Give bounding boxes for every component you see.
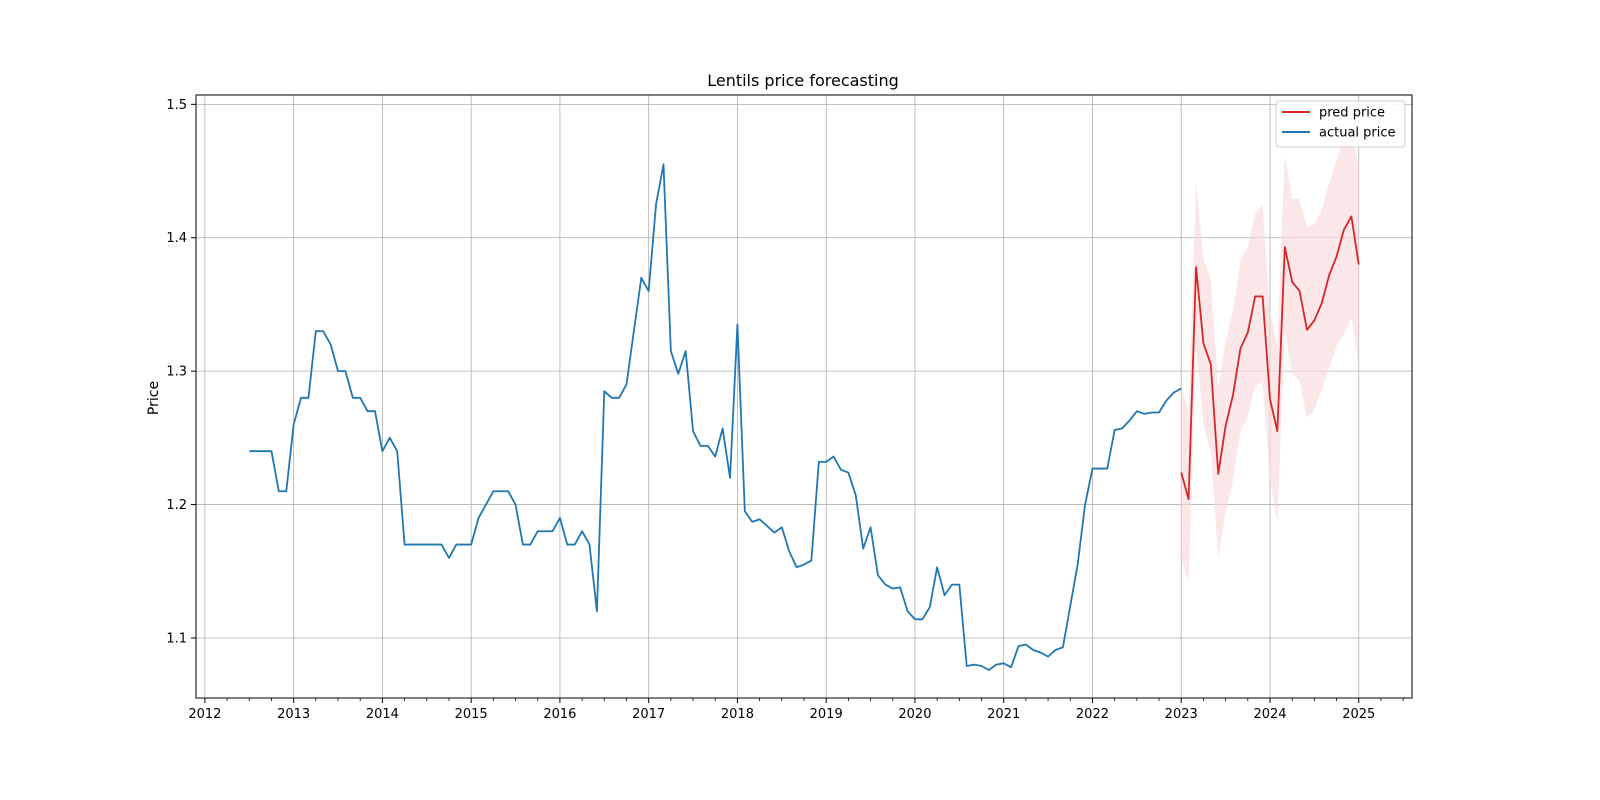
series-lines [249,163,1360,671]
chart-title: Lentils price forecasting [707,71,899,90]
y-axis-title: Price [146,381,162,415]
series-line [249,163,1182,671]
y-tick-label: 1.1 [166,631,187,646]
x-tick-label: 2018 [721,707,754,722]
x-axis: 2012 2013 2014 2015 2016 2017 2018 2019 2020 2021… [188,698,1404,722]
y-tick-label: 1.3 [166,365,187,380]
x-tick-label: 2020 [898,707,931,722]
legend-label-pred: pred price [1319,106,1385,121]
x-tick-label: 2014 [366,707,399,722]
series-line [1180,215,1360,501]
x-tick-label: 2023 [1165,707,1198,722]
x-tick-label: 2025 [1342,707,1375,722]
y-tick-label: 1.2 [166,498,187,513]
x-tick-label: 2017 [632,707,665,722]
x-tick-label: 2019 [810,707,843,722]
grid-lines [196,95,1412,698]
x-tick-label: 2016 [543,707,576,722]
legend-label-actual: actual price [1319,126,1396,141]
x-tick-label: 2021 [987,707,1020,722]
x-tick-label: 2015 [455,707,488,722]
y-tick-label: 1.4 [166,231,187,246]
y-tick-label: 1.5 [166,98,187,113]
x-tick-label: 2024 [1253,707,1286,722]
x-tick-label: 2013 [277,707,310,722]
confidence-bands [1181,131,1359,582]
x-tick-label: 2022 [1076,707,1109,722]
legend: pred price actual price [1275,100,1406,148]
x-tick-label: 2012 [188,707,221,722]
y-axis: 1.1 1.2 1.3 1.4 1.5 [166,98,196,646]
pred-confidence-band [1181,131,1359,582]
